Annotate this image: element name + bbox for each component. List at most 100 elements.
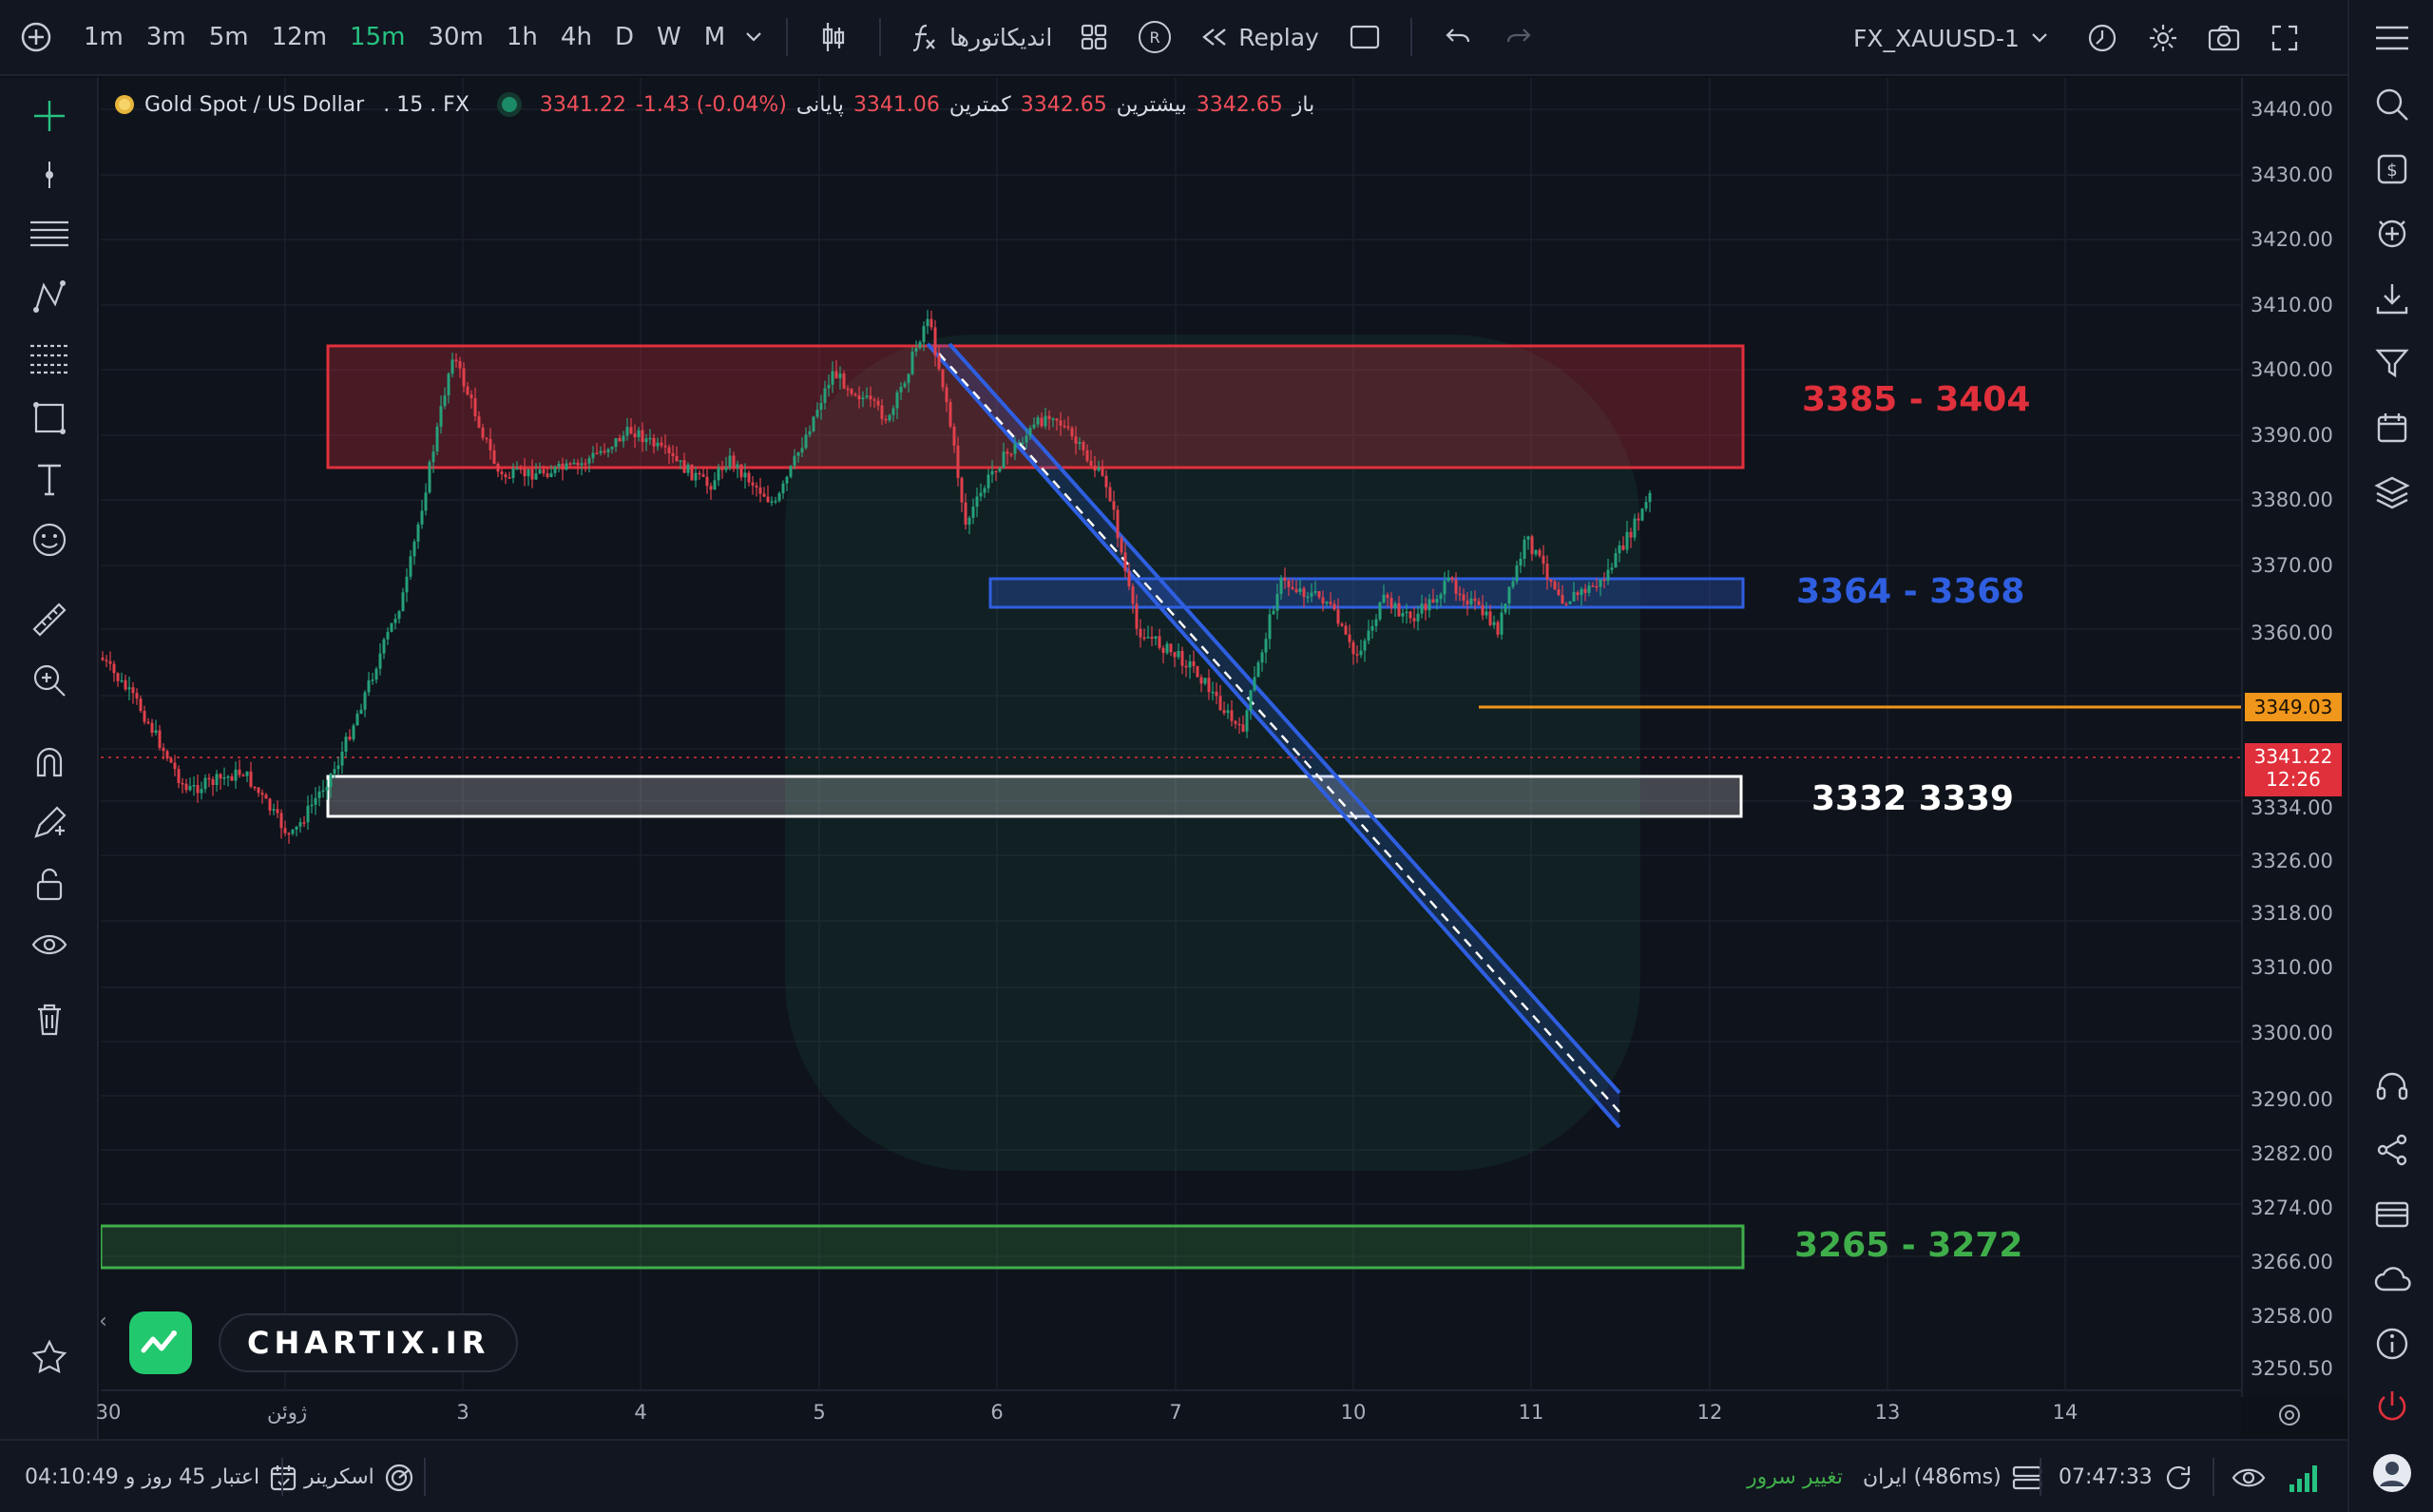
r-badge-icon[interactable]: R <box>1124 0 1185 75</box>
pivot-zone-white[interactable] <box>326 775 1743 818</box>
dollar-icon[interactable]: $ <box>2364 141 2421 198</box>
timeframe-m[interactable]: M <box>703 23 726 51</box>
timeframe-5m[interactable]: 5m <box>208 23 249 51</box>
candle-body <box>1454 580 1458 594</box>
candle-body <box>405 576 409 593</box>
timeframe-1h[interactable]: 1h <box>506 23 538 51</box>
undo-icon[interactable] <box>1427 0 1488 75</box>
candle-body <box>1044 415 1047 427</box>
replay-button[interactable]: Replay <box>1185 24 1334 51</box>
rectangle-icon[interactable] <box>1334 0 1395 75</box>
lock-icon[interactable] <box>21 855 78 912</box>
candle-body <box>257 787 260 794</box>
supply-zone-red[interactable] <box>326 344 1745 469</box>
fib-retracement-icon[interactable] <box>21 329 78 386</box>
timeframe-4h[interactable]: 4h <box>560 23 592 51</box>
zoom-in-icon[interactable] <box>21 652 78 709</box>
indicators-button[interactable]: اندیکاتورها <box>896 21 1063 53</box>
legend-symbol[interactable]: Gold Spot / US Dollar <box>144 92 365 117</box>
candle-body <box>557 464 561 468</box>
candle-body <box>1561 595 1564 604</box>
candle-body <box>1610 567 1614 570</box>
candle-body <box>234 769 238 781</box>
horizontal-lines-icon[interactable] <box>21 207 78 264</box>
fullscreen-icon[interactable] <box>2254 0 2315 76</box>
axis-settings-icon[interactable] <box>2277 1403 2302 1431</box>
collapse-arrow-icon[interactable]: ‹ <box>101 1310 107 1333</box>
refresh-icon[interactable] <box>2163 1441 2194 1512</box>
timeframe-w[interactable]: W <box>656 23 681 51</box>
price-axis[interactable]: 3440.00 3430.00 3420.00 3410.00 3400.00 … <box>2241 78 2346 1397</box>
screener-button[interactable]: اسکرینر <box>304 1441 414 1512</box>
ruler-icon[interactable] <box>21 591 78 648</box>
crosshair-icon[interactable] <box>21 87 78 144</box>
chevron-down-icon[interactable] <box>737 0 771 75</box>
card-icon[interactable] <box>2364 1186 2421 1243</box>
legend-interval: . 15 . FX <box>383 92 469 117</box>
price-chart[interactable] <box>101 78 2241 1397</box>
dot-cursor-icon[interactable] <box>21 146 78 203</box>
candle-body <box>804 434 808 449</box>
chart-canvas[interactable]: Gold Spot / US Dollar . 15 . FX 3341.22 … <box>101 78 2241 1397</box>
timeframe-3m[interactable]: 3m <box>145 23 186 51</box>
timeframe-d[interactable]: D <box>614 23 634 51</box>
rectangle-tool-icon[interactable] <box>21 390 78 447</box>
timeframe-30m[interactable]: 30m <box>428 23 484 51</box>
timeframe-15m[interactable]: 15m <box>350 23 406 51</box>
support-headset-icon[interactable] <box>2364 1059 2421 1116</box>
menu-icon[interactable] <box>2364 10 2421 67</box>
time-axis[interactable]: 30 ژوئن 3 4 5 6 7 10 11 12 13 14 <box>96 1389 2300 1437</box>
share-icon[interactable] <box>2364 1121 2421 1178</box>
candle-body <box>1515 565 1519 582</box>
add-symbol-icon[interactable] <box>0 0 72 75</box>
candle-body <box>1082 442 1085 450</box>
timeframe-1m[interactable]: 1m <box>84 23 124 51</box>
candle-body <box>728 455 732 468</box>
change-server-link[interactable]: تغییر سرور <box>1747 1465 1843 1489</box>
symbol-selector[interactable]: FX_XAUUSD-1 <box>1853 0 2048 76</box>
descending-channel[interactable] <box>926 342 1621 1129</box>
avatar[interactable] <box>2364 1445 2421 1502</box>
candle-body <box>1549 579 1553 582</box>
draw-mode-icon[interactable] <box>21 794 78 852</box>
candle-body <box>1104 475 1108 488</box>
add-alert-icon[interactable] <box>2364 205 2421 262</box>
emoji-icon[interactable] <box>21 511 78 568</box>
cloud-icon[interactable] <box>2364 1251 2421 1308</box>
download-icon[interactable] <box>2364 270 2421 327</box>
settings-gear-icon[interactable] <box>2133 0 2194 76</box>
candle-body <box>907 373 910 384</box>
candle-body <box>226 775 230 778</box>
search-icon[interactable] <box>2364 76 2421 133</box>
layers-icon[interactable] <box>2364 464 2421 521</box>
magnet-icon[interactable] <box>21 734 78 791</box>
calendar-icon[interactable] <box>2364 399 2421 456</box>
candle-body <box>450 359 454 374</box>
timeframe-12m[interactable]: 12m <box>271 23 328 51</box>
demand-zone-green[interactable] <box>101 1224 1745 1270</box>
candle-body <box>705 476 709 487</box>
favorites-star-icon[interactable] <box>21 1329 78 1386</box>
info-icon[interactable] <box>2364 1315 2421 1372</box>
candle-body <box>1199 677 1203 684</box>
camera-icon[interactable] <box>2194 0 2254 76</box>
trash-icon[interactable] <box>21 990 78 1047</box>
filter-icon[interactable] <box>2364 335 2421 392</box>
eye-icon[interactable] <box>2232 1441 2266 1512</box>
subscription-credit[interactable]: اعتبار 45 روز و 04:10:49 <box>25 1441 297 1512</box>
redo-icon[interactable] <box>1488 0 1549 75</box>
layout-grid-icon[interactable] <box>1063 0 1124 75</box>
candle-body <box>990 470 994 475</box>
server-status[interactable]: ایران (486ms) <box>1863 1441 2043 1512</box>
top-toolbar: 1m 3m 5m 12m 15m 30m 1h 4h D W M اندیکات… <box>0 0 2347 76</box>
text-tool-icon[interactable] <box>21 450 78 507</box>
pattern-tool-icon[interactable] <box>21 268 78 325</box>
alert-clock-icon[interactable] <box>2072 0 2133 76</box>
candle-body <box>1389 598 1393 608</box>
visibility-icon[interactable] <box>21 916 78 973</box>
power-icon[interactable] <box>2364 1378 2421 1435</box>
resistance-zone-blue[interactable] <box>988 577 1745 609</box>
price-tick: 3440.00 <box>2251 98 2333 121</box>
candle-body <box>1507 586 1511 604</box>
candlestick-type-icon[interactable] <box>803 0 864 75</box>
